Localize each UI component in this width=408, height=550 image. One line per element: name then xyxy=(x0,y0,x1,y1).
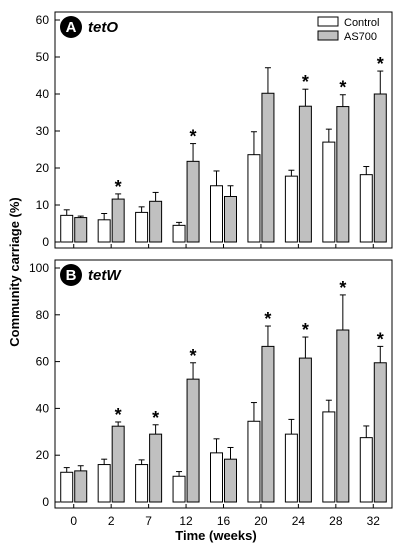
as700-bar xyxy=(298,357,312,503)
significance-star: * xyxy=(339,278,346,298)
as700-bar xyxy=(373,93,387,243)
control-bar xyxy=(210,185,223,243)
control-bar xyxy=(322,411,336,503)
x-axis-title: Time (weeks) xyxy=(175,528,256,543)
panel-name: tetO xyxy=(88,19,118,36)
as700-bar xyxy=(149,200,163,243)
as700-bar xyxy=(261,92,275,243)
control-bar xyxy=(135,464,149,503)
as700-bar xyxy=(261,345,275,503)
y-tick-label: 60 xyxy=(36,355,50,369)
x-tick-label: 16 xyxy=(217,514,231,528)
y-tick-label: 60 xyxy=(36,13,50,27)
x-tick-label: 12 xyxy=(179,514,193,528)
x-tick-label: 7 xyxy=(145,514,152,528)
y-tick-label: 100 xyxy=(29,261,49,275)
as700-bar xyxy=(186,160,200,243)
significance-star: * xyxy=(377,329,384,349)
control-bar xyxy=(135,211,149,243)
legend-label: AS700 xyxy=(344,31,377,43)
control-bar xyxy=(97,219,111,243)
panel-b: 0 20 40 60 80 100 0 * 2 * 7 * 12 16 * 20 * 24 * 28 * 32 B tetW xyxy=(29,259,393,528)
y-tick-label: 80 xyxy=(36,308,50,322)
significance-star: * xyxy=(302,320,309,340)
legend-swatch xyxy=(317,30,339,41)
panel-badge xyxy=(60,16,82,38)
significance-star: * xyxy=(115,405,122,425)
as700-bar xyxy=(336,329,350,503)
significance-star: * xyxy=(152,408,159,428)
control-bar xyxy=(247,154,261,243)
x-tick-label: 28 xyxy=(329,514,343,528)
as700-bar xyxy=(336,106,350,243)
as700-bar xyxy=(373,362,387,503)
control-bar xyxy=(60,471,74,503)
control-bar xyxy=(322,141,336,243)
y-tick-label: 20 xyxy=(36,448,50,462)
as700-bar xyxy=(186,378,200,503)
legend-label: Control xyxy=(344,17,379,29)
as700-bar xyxy=(298,105,312,243)
y-tick-label: 20 xyxy=(36,161,50,175)
control-bar xyxy=(60,214,74,243)
y-axis-title: Community carriage (%) xyxy=(7,197,22,347)
control-bar xyxy=(359,174,373,243)
x-tick-label: 20 xyxy=(254,514,268,528)
panel-letter: B xyxy=(66,267,77,284)
y-tick-label: 50 xyxy=(36,50,50,64)
significance-star: * xyxy=(115,177,122,197)
as700-bar xyxy=(149,433,163,503)
control-bar xyxy=(284,175,298,243)
significance-star: * xyxy=(190,127,197,147)
significance-star: * xyxy=(302,72,309,92)
y-tick-label: 40 xyxy=(36,87,50,101)
control-bar xyxy=(284,433,298,503)
as700-bar xyxy=(111,198,125,243)
control-bar xyxy=(172,475,186,503)
y-tick-label: 0 xyxy=(42,495,49,509)
control-bar xyxy=(172,224,186,243)
x-tick-label: 0 xyxy=(70,514,77,528)
as700-bar xyxy=(224,458,237,503)
y-tick-label: 30 xyxy=(36,124,50,138)
y-tick-label: 10 xyxy=(36,198,50,212)
control-bar xyxy=(210,452,223,503)
significance-star: * xyxy=(377,54,384,74)
y-tick-label: 0 xyxy=(42,235,49,249)
as700-bar xyxy=(74,217,88,243)
as700-bar xyxy=(74,470,88,503)
control-bar xyxy=(359,437,373,503)
y-tick-label: 40 xyxy=(36,401,50,415)
significance-star: * xyxy=(190,346,197,366)
control-bar xyxy=(97,464,111,503)
significance-star: * xyxy=(339,78,346,98)
x-tick-label: 24 xyxy=(292,514,306,528)
x-tick-label: 2 xyxy=(108,514,115,528)
x-tick-label: 32 xyxy=(367,514,381,528)
panel-a: 0 10 20 30 40 50 60 * * * * * A tetO Control AS700 xyxy=(36,11,393,249)
control-bar xyxy=(247,420,261,503)
as700-bar xyxy=(224,195,237,243)
legend-swatch xyxy=(317,16,339,27)
as700-bar xyxy=(111,425,125,503)
significance-star: * xyxy=(264,309,271,329)
panel-name: tetW xyxy=(88,267,122,284)
panel-letter: A xyxy=(66,19,77,36)
panel-badge xyxy=(60,264,82,286)
